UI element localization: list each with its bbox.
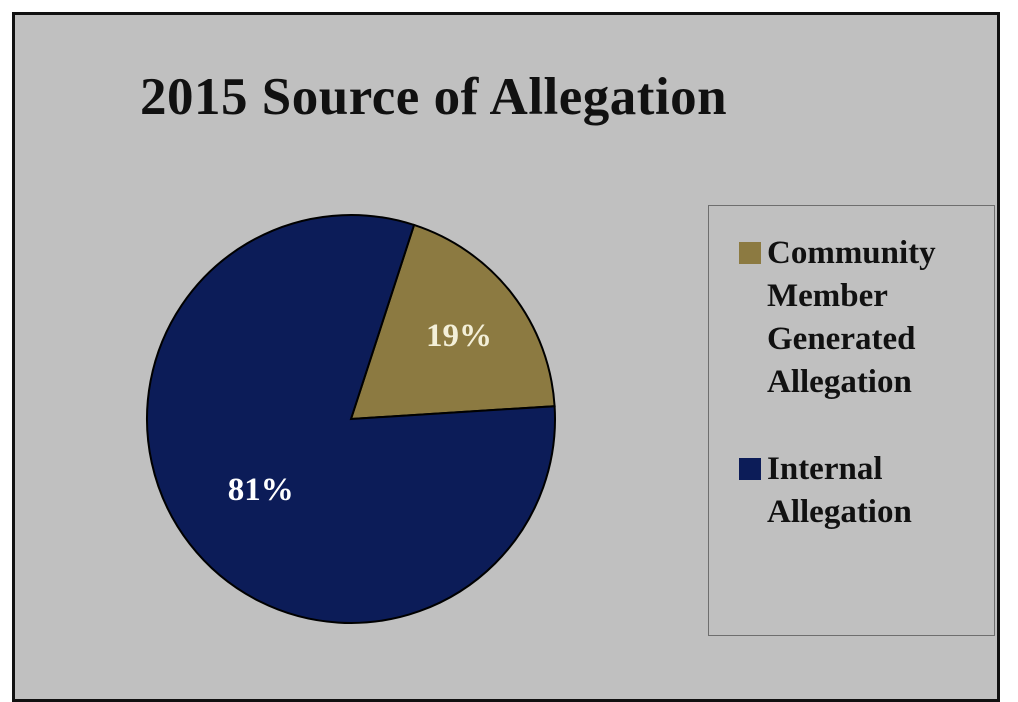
legend-swatch-community (739, 242, 761, 264)
pie-slice-0 (349, 223, 556, 421)
pie-data-label-1: 81% (228, 472, 294, 508)
legend-label-community: Community Member Generated Allegation (767, 235, 936, 400)
chart-frame: 2015 Source of Allegation 19% 81% Communi… (12, 12, 1000, 702)
chart-title: 2015 Source of Allegation (140, 68, 728, 126)
pie-chart: 19% 81% (146, 214, 556, 624)
pie-slice-1 (146, 214, 556, 624)
pie-data-label-0: 19% (426, 318, 492, 354)
legend: Community Member Generated Allegation In… (708, 205, 995, 636)
legend-swatch-internal (739, 458, 761, 480)
legend-label-internal: Internal Allegation (767, 451, 912, 530)
